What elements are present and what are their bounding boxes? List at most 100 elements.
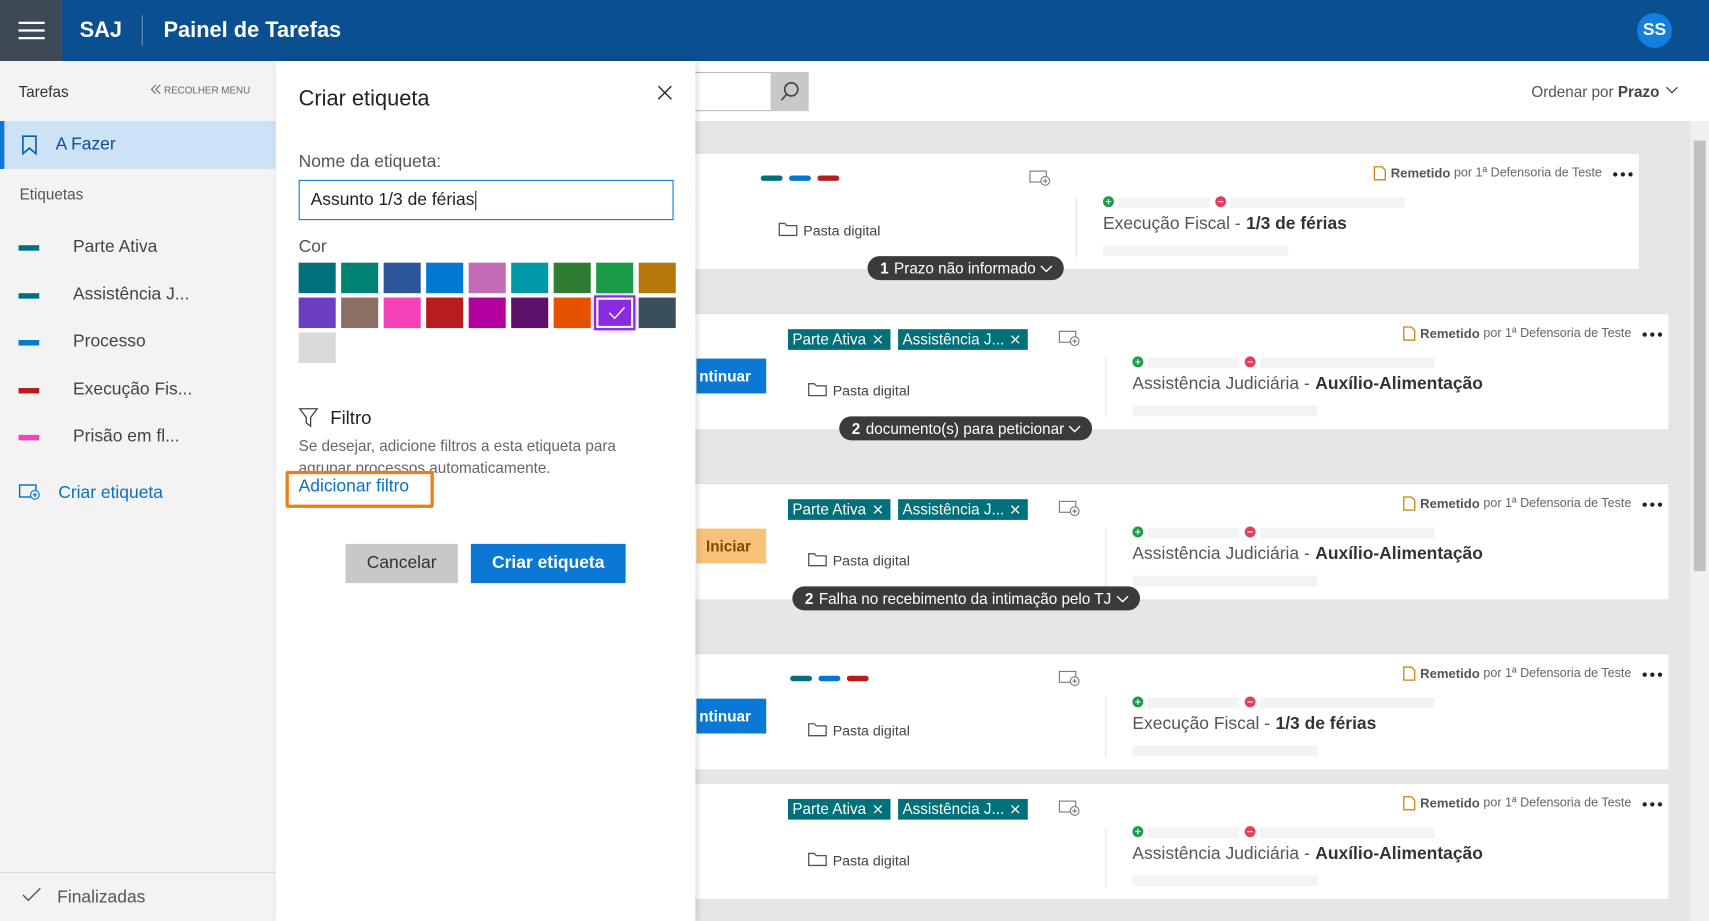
- folder-link[interactable]: Pasta digital: [832, 382, 910, 399]
- collapse-label: RECOLHER MENU: [164, 85, 251, 96]
- add-filter-link[interactable]: Adicionar filtro: [298, 477, 410, 496]
- action-button[interactable]: Iniciar: [696, 528, 767, 564]
- plus-icon: [1132, 826, 1144, 838]
- cancel-button[interactable]: Cancelar: [345, 543, 458, 584]
- status: Remetido: [1390, 165, 1451, 181]
- tag-color: [760, 175, 783, 181]
- color-swatch[interactable]: [426, 297, 464, 329]
- collapse-menu[interactable]: RECOLHER MENU: [150, 84, 251, 96]
- color-swatch[interactable]: [341, 297, 379, 329]
- labels-heading: Etiquetas: [19, 185, 84, 203]
- tag[interactable]: Assistência J...: [898, 499, 1029, 520]
- subject-type: Execução Fiscal -: [1102, 214, 1241, 234]
- tag[interactable]: Assistência J...: [898, 329, 1029, 350]
- folder-icon: [778, 222, 798, 237]
- color-swatch[interactable]: [383, 262, 421, 294]
- subject-detail: 1/3 de férias: [1275, 715, 1377, 734]
- color-swatch[interactable]: [511, 297, 549, 329]
- tag-remove-icon: [1011, 805, 1020, 814]
- color-swatch[interactable]: [511, 262, 549, 294]
- card-divider: [1105, 697, 1107, 758]
- add-document-icon: [1058, 330, 1080, 347]
- color-swatch[interactable]: [383, 297, 421, 329]
- label-name[interactable]: Parte Ativa: [73, 237, 158, 257]
- color-swatch[interactable]: [298, 297, 336, 329]
- folder-link[interactable]: Pasta digital: [832, 722, 910, 739]
- create-label-link[interactable]: Criar etiqueta: [18, 481, 163, 504]
- color-swatch[interactable]: [638, 262, 676, 294]
- sort-value: Prazo: [1617, 82, 1660, 101]
- label-name[interactable]: Execução Fis...: [73, 380, 193, 399]
- badge-count: 2: [804, 589, 814, 608]
- group-badge[interactable]: 1 Prazo não informado: [867, 256, 1065, 281]
- add-document-icon: [1058, 670, 1080, 687]
- color-swatch[interactable]: [468, 297, 506, 329]
- placeholder: [1147, 827, 1240, 839]
- folder-link[interactable]: Pasta digital: [803, 222, 881, 239]
- active-item[interactable]: A Fazer: [0, 120, 276, 169]
- color-swatch[interactable]: [426, 262, 464, 294]
- placeholder: [1230, 197, 1405, 209]
- tag[interactable]: Assistência J...: [898, 798, 1029, 820]
- subject: Execução Fiscal -1/3 de férias: [1103, 215, 1347, 235]
- label-color: [18, 434, 40, 441]
- menu-button[interactable]: [0, 0, 63, 62]
- tag-color: [817, 175, 840, 181]
- task-card: ntinuar Pasta digital Remetido por 1ª Defen…: [675, 652, 1670, 771]
- dialog-title: Criar etiqueta: [298, 87, 430, 112]
- placeholder: [1259, 527, 1435, 539]
- label-name[interactable]: Prisão em fl...: [73, 427, 180, 446]
- placeholder: [1147, 527, 1240, 539]
- status-by: por 1ª Defensoria de Teste: [1453, 166, 1602, 180]
- color-label: Cor: [298, 237, 327, 257]
- color-swatch[interactable]: [468, 262, 506, 294]
- label-color: [18, 245, 40, 251]
- more-icon: [1642, 502, 1663, 507]
- scrollbar[interactable]: [1690, 120, 1709, 921]
- name-label: Nome da etiqueta:: [298, 152, 442, 172]
- header-divider: [141, 15, 143, 46]
- group-badge[interactable]: 2 Falha no recebimento da intimação pelo …: [791, 586, 1140, 611]
- label-name[interactable]: Processo: [73, 332, 146, 351]
- action-button[interactable]: ntinuar: [696, 698, 767, 734]
- name-input[interactable]: Assunto 1/3 de férias: [298, 179, 674, 221]
- placeholder: [1132, 745, 1318, 757]
- plus-icon: [1132, 526, 1144, 538]
- color-swatch[interactable]: [596, 262, 634, 294]
- action-button[interactable]: ntinuar: [696, 358, 767, 394]
- label-color: [18, 388, 40, 394]
- finished-label: Finalizadas: [57, 888, 146, 907]
- finished-item[interactable]: Finalizadas: [22, 887, 146, 908]
- search-button[interactable]: [770, 71, 809, 112]
- tag-color: [789, 175, 811, 181]
- color-swatch[interactable]: [298, 332, 336, 363]
- chevron-icon: [1116, 595, 1129, 603]
- color-swatch[interactable]: [553, 297, 591, 329]
- tag[interactable]: Parte Ativa: [788, 499, 891, 520]
- color-swatch[interactable]: [553, 262, 591, 294]
- placeholder: [1259, 697, 1435, 709]
- sort-control[interactable]: Ordenar por Prazo: [1531, 82, 1679, 101]
- group-badge[interactable]: 2 documento(s) para peticionar: [838, 416, 1093, 441]
- close-button[interactable]: [657, 85, 672, 100]
- submit-button[interactable]: Criar etiqueta: [470, 543, 626, 584]
- folder-link[interactable]: Pasta digital: [832, 552, 910, 569]
- tag-label: Assistência J...: [902, 800, 1005, 818]
- color-swatch[interactable]: [638, 297, 676, 329]
- label-name[interactable]: Assistência J...: [73, 285, 190, 305]
- color-swatch[interactable]: [298, 262, 336, 294]
- subject-type: Execução Fiscal -: [1132, 715, 1271, 734]
- placeholder: [1147, 357, 1240, 369]
- avatar[interactable]: SS: [1637, 13, 1672, 48]
- filter-text: Se desejar, adicione filtros a esta etiq…: [298, 437, 616, 477]
- remit-icon: [1403, 666, 1416, 681]
- app-name: SAJ: [79, 18, 122, 43]
- remit-icon: [1403, 326, 1416, 341]
- tag[interactable]: Parte Ativa: [788, 798, 891, 820]
- status: Remetido: [1420, 665, 1480, 682]
- folder-link[interactable]: Pasta digital: [832, 852, 910, 869]
- color-swatch[interactable]: [341, 262, 379, 294]
- tag[interactable]: Parte Ativa: [788, 329, 891, 350]
- color-swatch[interactable]: [594, 295, 636, 331]
